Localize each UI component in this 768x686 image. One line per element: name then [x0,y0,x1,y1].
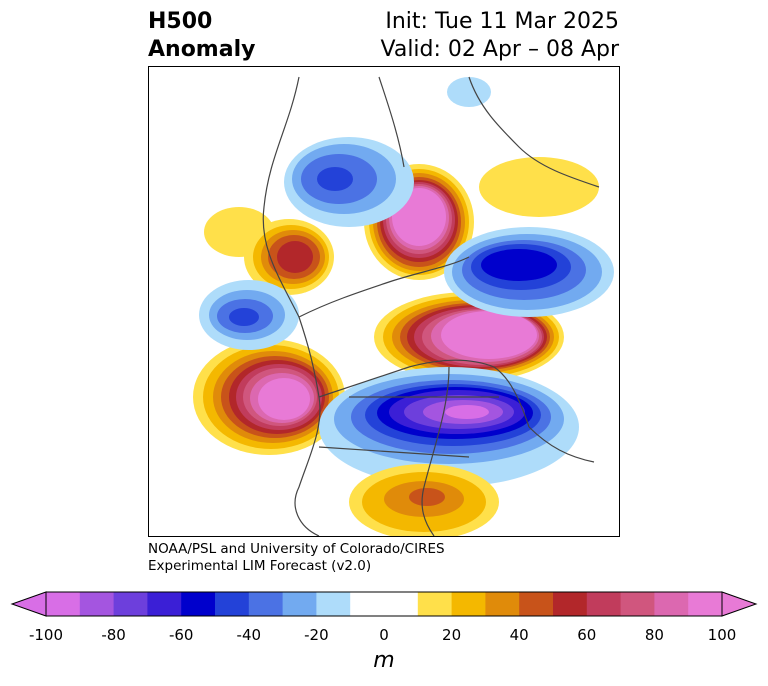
credit-text: NOAA/PSL and University of Colorado/CIRE… [148,541,445,575]
map-title: H500 Anomaly [148,8,255,64]
credit-line-1: NOAA/PSL and University of Colorado/CIRE… [148,541,445,557]
colorbar-tick-label: 20 [442,626,462,644]
anomaly-gulf-high [349,464,499,536]
colorbar-segment [215,592,250,616]
colorbar-segment [620,592,655,616]
forecast-dates: Init: Tue 11 Mar 2025 Valid: 02 Apr – 08… [381,8,620,64]
coastlines [262,76,600,536]
anomaly-north-yellow [479,157,599,217]
colorbar-segment [147,592,182,616]
colorbar-tick-label: 80 [644,626,664,644]
anomaly-siberia-high [374,292,564,382]
colorbar-tick-label: -20 [304,626,329,644]
colorbar-extend-high [721,591,758,617]
title-variable: H500 [148,9,213,34]
title-type: Anomaly [148,37,256,62]
colorbar-segment [654,592,689,616]
colorbar-tick-label: 0 [379,626,389,644]
valid-range: Valid: 02 Apr – 08 Apr [380,37,620,62]
anomaly-central-asia-low [199,280,299,350]
colorbar-segment [181,592,216,616]
colorbar-tick-label: 40 [509,626,529,644]
colorbar-segment [384,592,419,616]
colorbar [10,591,758,617]
colorbar-segment [519,592,554,616]
colorbar-tick-label: -100 [28,626,64,644]
colorbar-segment [586,592,622,616]
colorbar-tick-label: -60 [168,626,194,644]
colorbar-unit: m [373,648,395,673]
colorbar-extend-low [10,591,47,617]
colorbar-segment [485,592,520,616]
anomaly-europe-low [444,227,614,317]
colorbar-border [45,591,723,617]
anomaly-north-pacific-low [284,77,491,227]
anomaly-east-asia-high [204,207,334,295]
map-canvas [193,76,614,536]
colorbar-segment [282,592,317,616]
anomaly-map [148,66,620,537]
colorbar-tick-label: 100 [707,626,737,644]
anomaly-pacific-high [193,339,345,455]
colorbar-tick-label: -40 [236,626,262,644]
colorbar-segment [113,592,148,616]
colorbar-segment [417,592,453,616]
colorbar-ticks: -100 -80 -60 -40 -20 0 20 40 60 80 100 [0,626,768,646]
colorbar-tick-label: 60 [577,626,597,644]
colorbar-segment [316,592,351,616]
init-date: Init: Tue 11 Mar 2025 [385,9,619,34]
colorbar-tick-label: -80 [101,626,126,644]
colorbar-segment [688,592,723,616]
colorbar-segment [248,592,284,616]
colorbar-segment [553,592,588,616]
colorbar-segment [46,592,81,616]
colorbar-segment [350,592,385,616]
colorbar-segment [79,592,115,616]
colorbar-segment [451,592,486,616]
credit-line-2: Experimental LIM Forecast (v2.0) [148,558,372,574]
